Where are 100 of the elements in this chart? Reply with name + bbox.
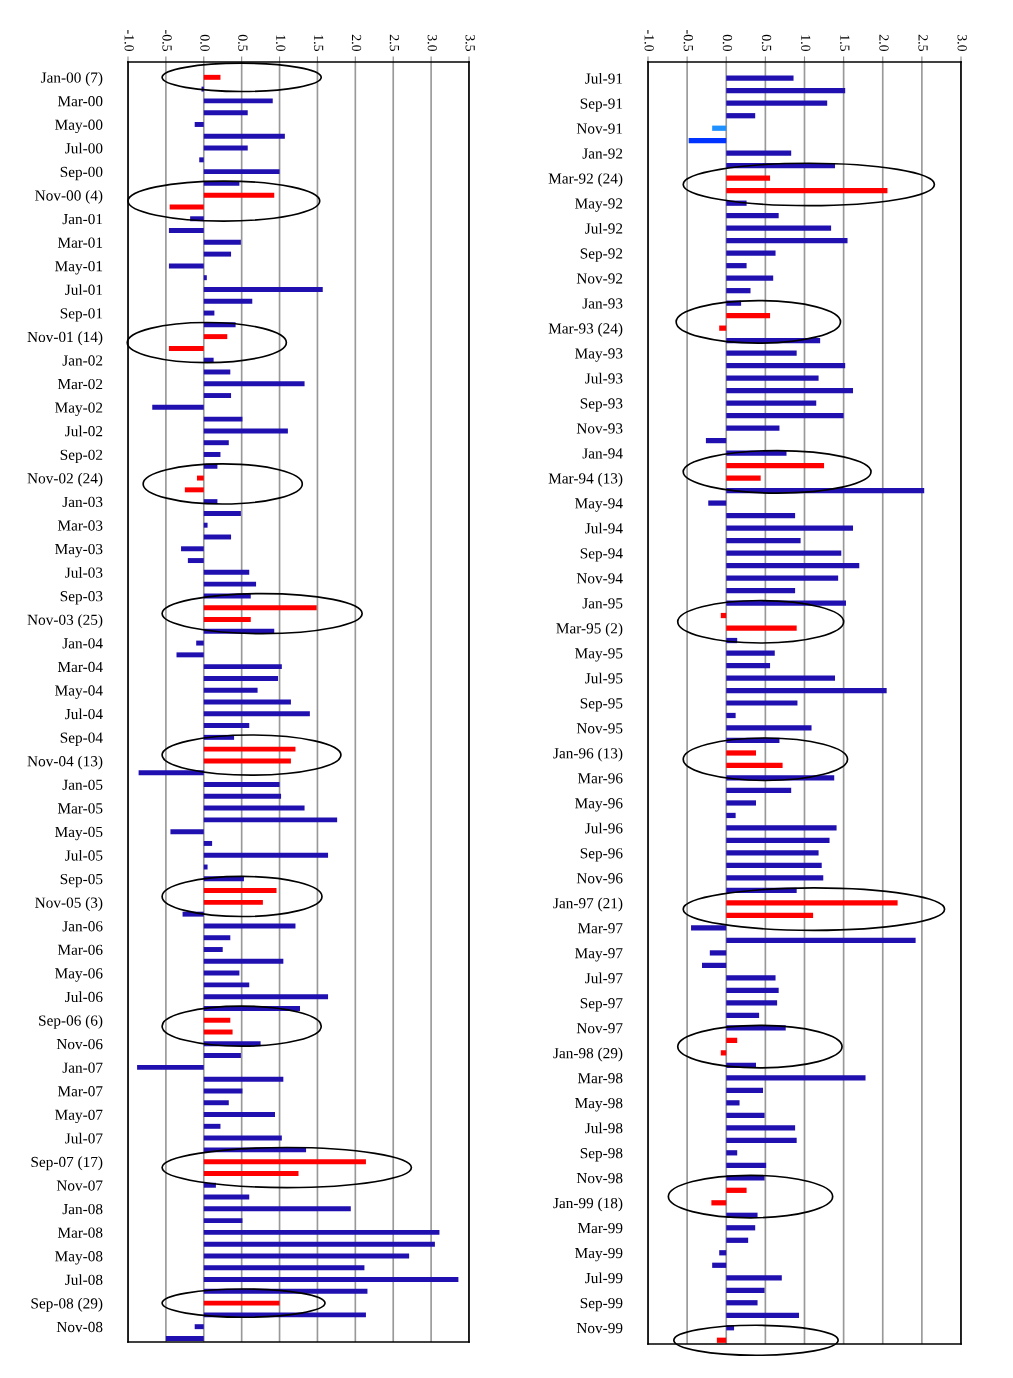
y-tick-label: Sep-96 (580, 848, 623, 862)
bar (726, 475, 761, 481)
bar (196, 640, 204, 646)
y-tick-label: Jul-98 (585, 1122, 623, 1134)
bar (203, 923, 296, 929)
bar (203, 393, 232, 399)
y-tick-label: Sep-02 (60, 449, 103, 464)
bar (203, 982, 250, 988)
bar (726, 1087, 764, 1093)
x-tick-label: 3.0 (427, 34, 438, 52)
bar (726, 1287, 765, 1293)
y-tick-label: May-03 (55, 543, 103, 558)
bar (726, 587, 796, 594)
y-tick-label: Jan-07 (62, 1062, 103, 1073)
x-tick-label: -1.0 (644, 30, 654, 52)
y-tick-label: Mar-07 (57, 1086, 103, 1097)
bar (203, 758, 291, 764)
y-tick-label: Sep-00 (60, 166, 103, 181)
bar (726, 388, 854, 394)
y-tick-label: Nov-02 (24) (27, 472, 103, 487)
bar (709, 950, 727, 956)
bar (203, 617, 251, 622)
bar (203, 239, 241, 245)
bar (203, 1017, 231, 1023)
bar (688, 138, 727, 144)
y-tick-label: Jul-04 (65, 708, 103, 720)
bar (203, 98, 273, 104)
bar (203, 1100, 229, 1106)
bar (203, 334, 228, 340)
bar (726, 175, 771, 181)
bar (203, 805, 305, 811)
y-tick-label: Nov-08 (56, 1321, 103, 1333)
bar (726, 812, 736, 819)
y-tick-label: Jan-06 (62, 921, 103, 932)
bar (203, 817, 338, 823)
y-tick-label: Nov-94 (576, 573, 623, 584)
bar (726, 1237, 749, 1243)
x-tick-label: -0.5 (162, 30, 172, 52)
bar (726, 1037, 738, 1043)
y-tick-label: Sep-05 (60, 873, 103, 888)
bar (712, 125, 727, 131)
bar (711, 1200, 727, 1206)
bar (203, 994, 329, 1000)
x-tick-label: 2.0 (879, 34, 889, 52)
y-tick-label: Jul-01 (65, 284, 103, 295)
y-tick-label: Jan-04 (62, 638, 103, 649)
bar (187, 558, 204, 564)
bar (726, 1300, 758, 1306)
y-tick-label: Jan-99 (18) (553, 1197, 623, 1212)
y-tick-label: Sep-07 (17) (31, 1156, 103, 1171)
y-tick-label: Jul-08 (65, 1274, 103, 1285)
bar (726, 937, 916, 944)
bar (726, 837, 830, 844)
y-tick-label: Sep-97 (580, 998, 623, 1012)
bar (194, 121, 204, 127)
bar (726, 250, 776, 256)
bar (726, 363, 846, 369)
bar (203, 416, 243, 422)
y-tick-label: Mar-96 (577, 773, 623, 784)
bar (203, 1277, 459, 1283)
bar (726, 1100, 740, 1106)
bar (726, 1112, 765, 1118)
x-tick-label: 1.0 (276, 35, 286, 52)
bar (203, 852, 329, 858)
bar (726, 675, 836, 681)
y-tick-label: Jan-98 (29) (553, 1047, 623, 1062)
bar (726, 238, 848, 244)
bar (203, 1194, 250, 1200)
bar (203, 1265, 365, 1271)
y-tick-label: Jul-03 (65, 567, 103, 578)
bar (203, 605, 317, 611)
y-tick-label: Mar-94 (13) (548, 472, 623, 487)
y-tick-label: Mar-00 (57, 96, 103, 107)
bar (726, 975, 776, 981)
bar (726, 537, 801, 544)
y-tick-label: Nov-03 (25) (27, 614, 103, 629)
y-tick-label: May-00 (55, 119, 103, 134)
bar (726, 525, 854, 531)
bar (203, 1300, 280, 1306)
y-tick-label: Nov-07 (56, 1180, 103, 1191)
y-tick-label: Jul-00 (65, 142, 103, 154)
y-tick-label: Nov-98 (576, 1172, 623, 1184)
bar (203, 522, 208, 528)
y-tick-label: Jul-93 (585, 372, 623, 384)
y-tick-label: Jan-92 (582, 148, 623, 159)
y-tick-label: Sep-03 (60, 591, 103, 605)
bar (168, 263, 204, 269)
bar (726, 412, 844, 419)
bar (726, 750, 756, 756)
bar (726, 762, 783, 769)
bar (705, 437, 727, 444)
bar (726, 987, 779, 994)
y-tick-label: Mar-92 (24) (548, 172, 623, 187)
bar (203, 840, 213, 846)
x-tick-label: 1.0 (800, 35, 811, 52)
x-tick-label: 0.0 (200, 34, 210, 52)
y-tick-label: Jan-00 (7) (40, 72, 103, 86)
y-tick-label: May-96 (575, 798, 623, 812)
y-tick-label: Jul-02 (65, 425, 103, 437)
y-tick-label: Nov-95 (576, 723, 623, 734)
